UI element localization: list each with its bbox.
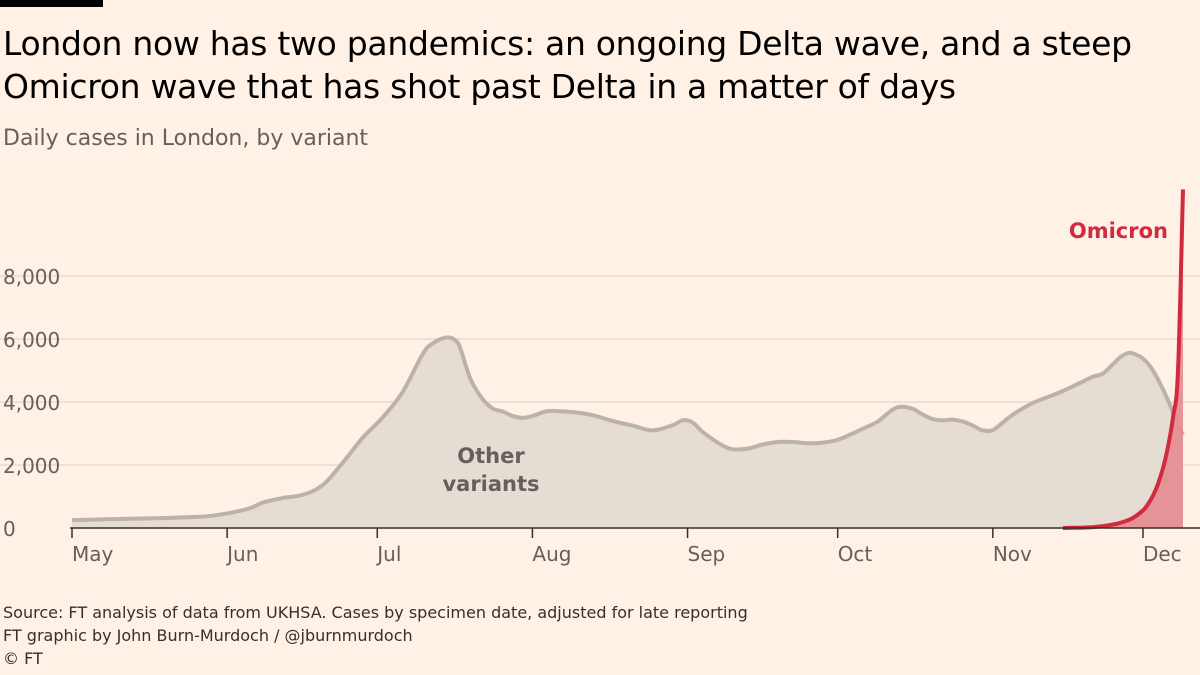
- omicron-series: [1062, 189, 1185, 530]
- y-tick-label-2000: 2,000: [3, 454, 60, 478]
- y-axis-ticks: 0 2,000 4,000 6,000 8,000: [3, 265, 60, 541]
- y-tick-label-6000: 6,000: [3, 328, 60, 352]
- chart-subtitle: Daily cases in London, by variant: [3, 126, 369, 151]
- other-variants-series: [71, 335, 1185, 528]
- other-variants-area: [72, 337, 1183, 528]
- other-variants-label: Other variants: [442, 444, 539, 496]
- x-tick-label-jul: Jul: [375, 542, 401, 566]
- ft-top-bar: [0, 0, 103, 7]
- x-tick-label-aug: Aug: [532, 542, 571, 566]
- series-labels: Other variants Omicron: [440, 219, 1168, 499]
- x-tick-label-sep: Sep: [688, 542, 726, 566]
- y-tick-label-4000: 4,000: [3, 391, 60, 415]
- x-tick-label-oct: Oct: [838, 542, 873, 566]
- x-tick-label-nov: Nov: [993, 542, 1032, 566]
- omicron-label: Omicron: [1069, 219, 1168, 243]
- copyright: © FT: [3, 649, 43, 668]
- source-note: Source: FT analysis of data from UKHSA. …: [3, 603, 748, 622]
- cases-area-chart: 0 2,000 4,000 6,000 8,000 May Jun Jul Aug Sep Oct…: [0, 189, 1200, 566]
- x-axis-ticks: May Jun Jul Aug Sep Oct Nov Dec: [71, 528, 1182, 566]
- other-variants-line: [71, 335, 1185, 523]
- graphic-credit: FT graphic by John Burn-Murdoch / @jburn…: [3, 626, 413, 645]
- omicron-area: [1062, 189, 1183, 528]
- y-tick-label-0: 0: [3, 517, 16, 541]
- footer: Source: FT analysis of data from UKHSA. …: [3, 601, 748, 670]
- y-tick-label-8000: 8,000: [3, 265, 60, 289]
- x-tick-label-may: May: [72, 542, 114, 566]
- x-tick-label-dec: Dec: [1143, 542, 1182, 566]
- chart-title: London now has two pandemics: an ongoing…: [3, 24, 1132, 106]
- x-tick-label-jun: Jun: [225, 542, 258, 566]
- omicron-line: [1062, 189, 1185, 530]
